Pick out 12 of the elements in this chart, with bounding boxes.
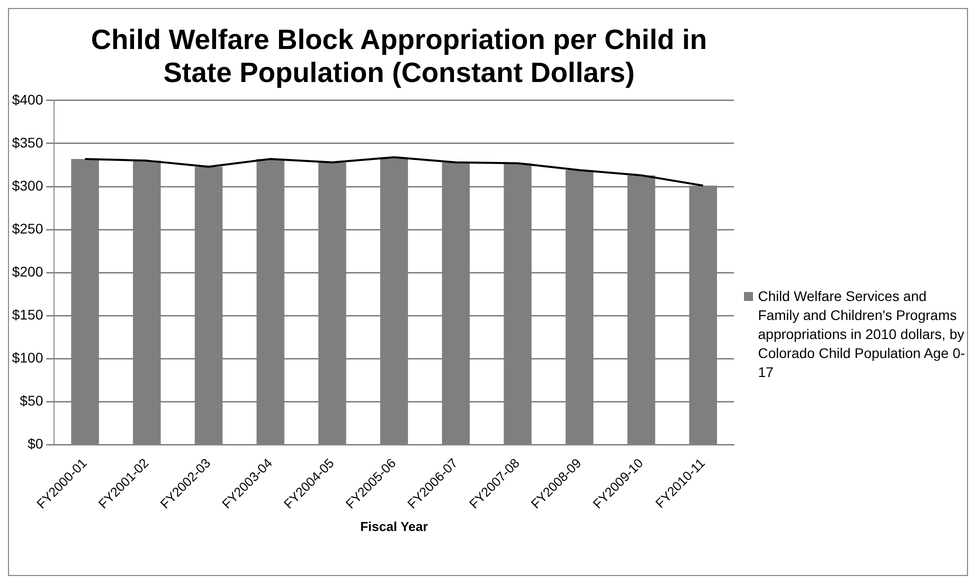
legend-label: Child Welfare Services and Family and Children's Programs appropriations in 2010 dollars, by Colorado Child Population Age 0-17 (758, 286, 966, 382)
y-tick-label: $300 (12, 177, 44, 194)
y-tick-label: $150 (12, 306, 44, 323)
y-tick-label: $50 (20, 392, 44, 409)
y-tick-label: $250 (12, 220, 44, 236)
chart-title: Child Welfare Block Appropriation per Child in State Population (Constant Dollars) (90, 23, 708, 89)
y-tick-label: $0 (28, 436, 44, 452)
y-tick-label: $200 (12, 264, 44, 280)
y-tick-label: $350 (12, 134, 44, 150)
x-axis-title: Fiscal Year (360, 518, 428, 534)
y-tick-label: $400 (12, 91, 44, 108)
y-tick-label: $100 (12, 350, 44, 366)
